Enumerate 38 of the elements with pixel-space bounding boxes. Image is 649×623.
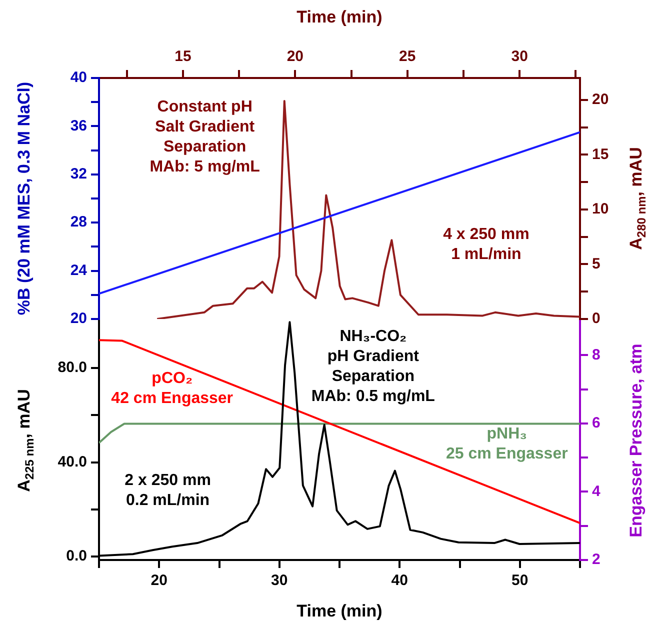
y-tick-label: 32 [70, 166, 87, 183]
y-axis-title: %B (20 mM MES, 0.3 M NaCl) [14, 82, 34, 316]
x-axis-title: Time (min) [296, 8, 382, 27]
series-label: pCO₂ 42 cm Engasser [111, 370, 234, 407]
y-tick-label: 24 [70, 262, 88, 279]
annotation: 4 x 250 mm 1 mL/min [443, 226, 530, 264]
x-tick-label: 40 [391, 572, 408, 590]
y-tick-label: 36 [70, 117, 87, 134]
y-tick-label: 40 [70, 69, 87, 86]
series-label: pNH₃ 25 cm Engasser [446, 425, 568, 462]
x-tick-label: 30 [511, 48, 528, 66]
y2-axis-title: A280 nm, mAU [626, 147, 648, 250]
y2-tick-label: 2 [592, 551, 600, 568]
y-tick-label: 80.0 [58, 359, 87, 376]
annotation: 2 x 250 mm 0.2 mL/min [124, 472, 211, 510]
x-tick-label: 20 [150, 572, 168, 590]
y2-tick-label: 5 [592, 255, 600, 272]
y2-tick-label: 4 [592, 482, 601, 500]
y2-axis-title: Engasser Pressure, atm [626, 344, 646, 538]
y2-tick-label: 15 [592, 146, 609, 163]
annotation: Constant pH Salt Gradient Separation MAb: 5 mg/mL [150, 98, 260, 176]
y2-tick-label: 20 [592, 91, 609, 108]
x-tick-label: 25 [399, 48, 416, 66]
x-tick-label: 20 [286, 48, 304, 66]
annotation: NH₃-CO₂ pH Gradient Separation MAb: 0.5 mg/mL [311, 328, 436, 406]
y-axis-title: A225 nm, mAU [14, 389, 36, 492]
y2-tick-label: 0 [592, 310, 600, 328]
y-tick-label: 20 [70, 310, 87, 328]
y2-tick-label: 6 [592, 414, 600, 432]
y2-tick-label: 8 [592, 346, 600, 364]
x-tick-label: 50 [512, 572, 528, 590]
y2-tick-label: 10 [592, 200, 609, 218]
y-tick-label: 40.0 [58, 453, 87, 470]
x-axis-title: Time (min) [296, 602, 382, 621]
x-tick-label: 15 [174, 48, 192, 66]
x-tick-label: 30 [271, 572, 288, 590]
y-tick-label: 0.0 [66, 548, 87, 565]
y-tick-label: 28 [70, 214, 87, 231]
